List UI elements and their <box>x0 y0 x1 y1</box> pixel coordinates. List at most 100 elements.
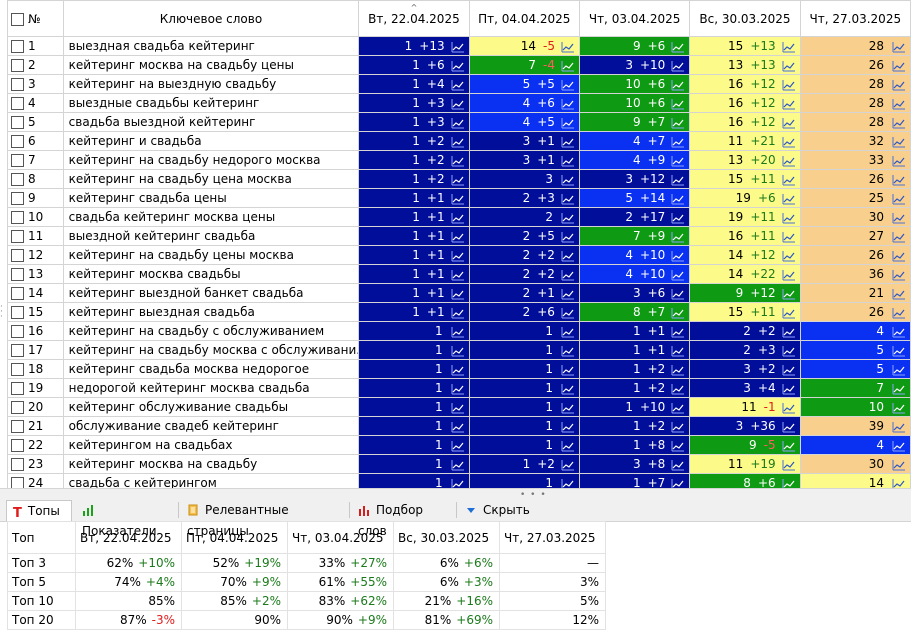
position-cell[interactable]: 3 +2 <box>689 359 801 379</box>
chart-icon[interactable] <box>892 288 906 300</box>
position-cell[interactable]: 1 <box>468 416 580 436</box>
position-cell[interactable]: 19 +6 <box>689 188 801 208</box>
keyword-cell[interactable]: кейтеринг москва свадьбы <box>62 264 360 284</box>
chart-icon[interactable] <box>561 383 575 395</box>
row-number-cell[interactable]: 6 <box>7 131 64 151</box>
chart-icon[interactable] <box>561 345 575 357</box>
chart-icon[interactable] <box>671 307 685 319</box>
row-number-cell[interactable]: 11 <box>7 226 64 246</box>
chart-icon[interactable] <box>782 402 796 414</box>
chart-icon[interactable] <box>671 345 685 357</box>
chart-icon[interactable] <box>561 288 575 300</box>
position-cell[interactable]: 1 +2 <box>468 454 580 474</box>
table-row[interactable]: 4 выездные свадьбы кейтеринг 1 +3 4 +6 10 +6 16 +… <box>7 93 911 113</box>
position-cell[interactable]: 7 +9 <box>578 226 691 246</box>
chart-icon[interactable] <box>671 364 685 376</box>
position-cell[interactable]: 3 +1 <box>468 131 580 151</box>
row-number-cell[interactable]: 17 <box>7 340 64 360</box>
table-row[interactable]: 9 кейтеринг свадьба цены 1 +1 2 +3 5 +14 19 +6 25 <box>7 188 911 208</box>
row-checkbox[interactable] <box>11 420 24 433</box>
position-cell[interactable]: 26 <box>799 302 911 322</box>
chart-icon[interactable] <box>451 269 465 281</box>
chart-icon[interactable] <box>782 326 796 338</box>
panel-splitter[interactable]: • • • <box>0 488 911 500</box>
table-row[interactable]: 23 кейтеринг москва на свадьбу 1 1 +2 3 +8 11 +1… <box>7 454 911 474</box>
chart-icon[interactable] <box>561 193 575 205</box>
chart-icon[interactable] <box>671 269 685 281</box>
table-row[interactable]: 12 кейтеринг на свадьбу цены москва 1 +1 2 +2… <box>7 245 911 265</box>
header-date-2[interactable]: Пт, 04.04.2025 <box>468 0 580 37</box>
keyword-cell[interactable]: недорогой кейтеринг москва свадьба <box>62 378 360 398</box>
chart-icon[interactable] <box>892 136 906 148</box>
position-cell[interactable]: 3 +4 <box>689 378 801 398</box>
table-row[interactable]: 19 недорогой кейтеринг москва свадьба 1 1 1 +… <box>7 378 911 398</box>
position-cell[interactable]: 14 +22 <box>689 264 801 284</box>
position-cell[interactable]: 1 <box>358 435 470 455</box>
chart-icon[interactable] <box>782 193 796 205</box>
position-cell[interactable]: 4 <box>799 435 911 455</box>
chart-icon[interactable] <box>782 250 796 262</box>
header-date-3[interactable]: Чт, 03.04.2025 <box>578 0 691 37</box>
keyword-cell[interactable]: кейтеринг выездной банкет свадьба <box>62 283 360 303</box>
position-cell[interactable]: 10 +6 <box>578 74 691 94</box>
keyword-cell[interactable]: кейтеринг москва на свадьбу цены <box>62 55 360 75</box>
chart-icon[interactable] <box>892 345 906 357</box>
chart-icon[interactable] <box>451 231 465 243</box>
table-row[interactable]: 20 кейтеринг обслуживание свадьбы 1 1 1 +10 11… <box>7 397 911 417</box>
position-cell[interactable]: 1 <box>358 340 470 360</box>
position-cell[interactable]: 1 +13 <box>358 36 470 56</box>
position-cell[interactable]: 1 <box>358 416 470 436</box>
position-cell[interactable]: 4 +5 <box>468 112 580 132</box>
position-cell[interactable]: 3 +6 <box>578 283 691 303</box>
chart-icon[interactable] <box>451 41 465 53</box>
position-cell[interactable]: 1 +1 <box>358 264 470 284</box>
chart-icon[interactable] <box>671 288 685 300</box>
row-number-cell[interactable]: 4 <box>7 93 64 113</box>
chart-icon[interactable] <box>561 155 575 167</box>
chart-icon[interactable] <box>671 402 685 414</box>
position-cell[interactable]: 1 <box>358 454 470 474</box>
row-number-cell[interactable]: 10 <box>7 207 64 227</box>
row-number-cell[interactable]: 12 <box>7 245 64 265</box>
chart-icon[interactable] <box>451 250 465 262</box>
position-cell[interactable]: 10 <box>799 397 911 417</box>
chart-icon[interactable] <box>671 231 685 243</box>
position-cell[interactable]: 5 <box>799 340 911 360</box>
position-cell[interactable]: 9 +7 <box>578 112 691 132</box>
row-number-cell[interactable]: 2 <box>7 55 64 75</box>
row-number-cell[interactable]: 23 <box>7 454 64 474</box>
row-checkbox[interactable] <box>11 230 24 243</box>
position-cell[interactable]: 1 +3 <box>358 112 470 132</box>
row-number-cell[interactable]: 5 <box>7 112 64 132</box>
table-row[interactable]: 6 кейтеринг и свадьба 1 +2 3 +1 4 +7 11 +21 32 <box>7 131 911 151</box>
chart-icon[interactable] <box>782 231 796 243</box>
position-cell[interactable]: 1 +2 <box>358 150 470 170</box>
table-row[interactable]: 18 кейтеринг свадьба москва недорогое 1 1 1 +… <box>7 359 911 379</box>
position-cell[interactable]: 1 +1 <box>358 226 470 246</box>
position-cell[interactable]: 16 +11 <box>689 226 801 246</box>
row-number-cell[interactable]: 8 <box>7 169 64 189</box>
row-checkbox[interactable] <box>11 249 24 262</box>
chart-icon[interactable] <box>782 155 796 167</box>
row-checkbox[interactable] <box>11 325 24 338</box>
chart-icon[interactable] <box>671 326 685 338</box>
table-row[interactable]: 13 кейтеринг москва свадьбы 1 +1 2 +2 4 +10 14 +2… <box>7 264 911 284</box>
chart-icon[interactable] <box>451 345 465 357</box>
row-number-cell[interactable]: 7 <box>7 150 64 170</box>
keyword-cell[interactable]: выездная свадьба кейтеринг <box>62 36 360 56</box>
chart-icon[interactable] <box>451 193 465 205</box>
tab-metrics[interactable]: Показатели <box>76 500 176 538</box>
row-checkbox[interactable] <box>11 116 24 129</box>
position-cell[interactable]: 1 +2 <box>578 416 691 436</box>
chart-icon[interactable] <box>782 212 796 224</box>
chart-icon[interactable] <box>892 117 906 129</box>
chart-icon[interactable] <box>451 79 465 91</box>
position-cell[interactable]: 1 <box>468 321 580 341</box>
position-cell[interactable]: 1 +4 <box>358 74 470 94</box>
position-cell[interactable]: 26 <box>799 55 911 75</box>
position-cell[interactable]: 3 +36 <box>689 416 801 436</box>
chart-icon[interactable] <box>451 288 465 300</box>
position-cell[interactable]: 1 +10 <box>578 397 691 417</box>
row-checkbox[interactable] <box>11 59 24 72</box>
position-cell[interactable]: 15 +11 <box>689 169 801 189</box>
